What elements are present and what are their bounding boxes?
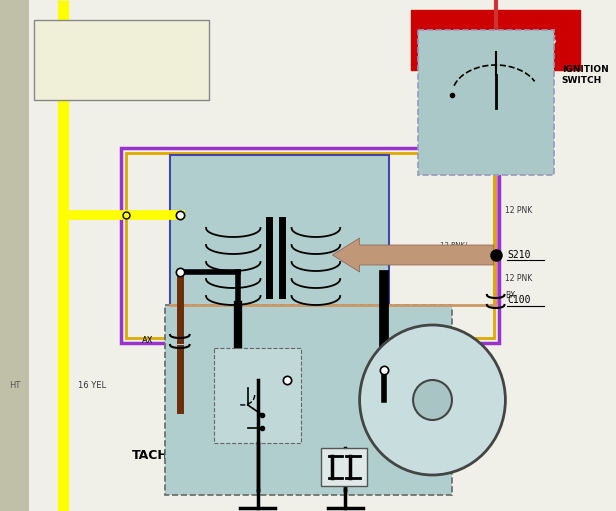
Text: 8: 8: [391, 355, 396, 364]
Text: 7: 7: [375, 396, 380, 405]
Bar: [126, 153, 494, 338]
Text: 6: 6: [391, 436, 396, 445]
Text: 4: 4: [469, 436, 474, 445]
Text: CONDENSER: CONDENSER: [321, 442, 369, 451]
Bar: [165, 305, 452, 495]
Text: 12 PNK: 12 PNK: [505, 205, 533, 215]
Text: RUN: RUN: [527, 85, 543, 95]
Text: AX: AX: [142, 336, 153, 344]
Text: +: +: [169, 203, 179, 217]
Text: HOT AT ALL TIMES: HOT AT ALL TIMES: [435, 34, 556, 47]
Bar: [0, 0, 29, 511]
Text: 20 BLK: 20 BLK: [247, 363, 274, 372]
Text: −: −: [169, 266, 179, 278]
Text: 12 PNK/
BLK: 12 PNK/ BLK: [440, 242, 468, 254]
Text: I1: I1: [492, 124, 499, 132]
Text: C100: C100: [192, 335, 216, 345]
Text: SEC: SEC: [312, 306, 330, 314]
Bar: [418, 30, 554, 175]
Text: RESISTANCE WIRE 1.3 OHMS: RESISTANCE WIRE 1.3 OHMS: [310, 308, 410, 314]
Bar: [121, 148, 498, 343]
Text: COIL WIRE: COIL WIRE: [339, 259, 379, 268]
Bar: [214, 348, 301, 443]
Text: 20 BRN: 20 BRN: [190, 290, 219, 299]
Text: 16 YEL: 16 YEL: [78, 381, 106, 389]
Text: FOR C100 TERMINAL VIEW,
SEE FIREWALL BULKHEAD
CONNECTOR PAGE: FOR C100 TERMINAL VIEW, SEE FIREWALL BUL…: [60, 45, 182, 75]
Text: 12 RED: 12 RED: [482, 17, 509, 27]
Text: 18 BLK: 18 BLK: [199, 282, 225, 291]
Text: HT: HT: [9, 381, 20, 389]
Text: OFF: OFF: [471, 101, 485, 109]
Polygon shape: [333, 238, 494, 272]
Text: 20 WHT ORG/PPL: 20 WHT ORG/PPL: [330, 292, 389, 298]
Text: FUSE
PANEL: FUSE PANEL: [283, 244, 321, 266]
Text: 2: 2: [469, 355, 474, 364]
Text: PRI: PRI: [234, 306, 248, 314]
Circle shape: [413, 380, 452, 420]
Text: 1: 1: [430, 338, 435, 347]
Text: BX: BX: [505, 290, 516, 299]
Bar: [321, 448, 367, 486]
Text: TACHOMETER: TACHOMETER: [132, 449, 227, 461]
Text: 12 PNK: 12 PNK: [505, 273, 533, 283]
Text: IGNITION
POINTS: IGNITION POINTS: [240, 360, 275, 379]
Text: 3: 3: [485, 396, 490, 405]
Text: START: START: [532, 67, 555, 77]
Text: C100: C100: [508, 295, 531, 305]
Bar: [170, 155, 389, 310]
Text: B3: B3: [491, 54, 501, 62]
Text: IGNITION
SWITCH: IGNITION SWITCH: [562, 65, 609, 85]
Circle shape: [360, 325, 505, 475]
Text: IGNITION COIL: IGNITION COIL: [235, 168, 324, 178]
Text: 5: 5: [430, 453, 435, 461]
Text: DISTRIBUTOR: DISTRIBUTOR: [373, 315, 447, 325]
Bar: [34, 20, 209, 100]
Text: S210: S210: [508, 250, 531, 260]
